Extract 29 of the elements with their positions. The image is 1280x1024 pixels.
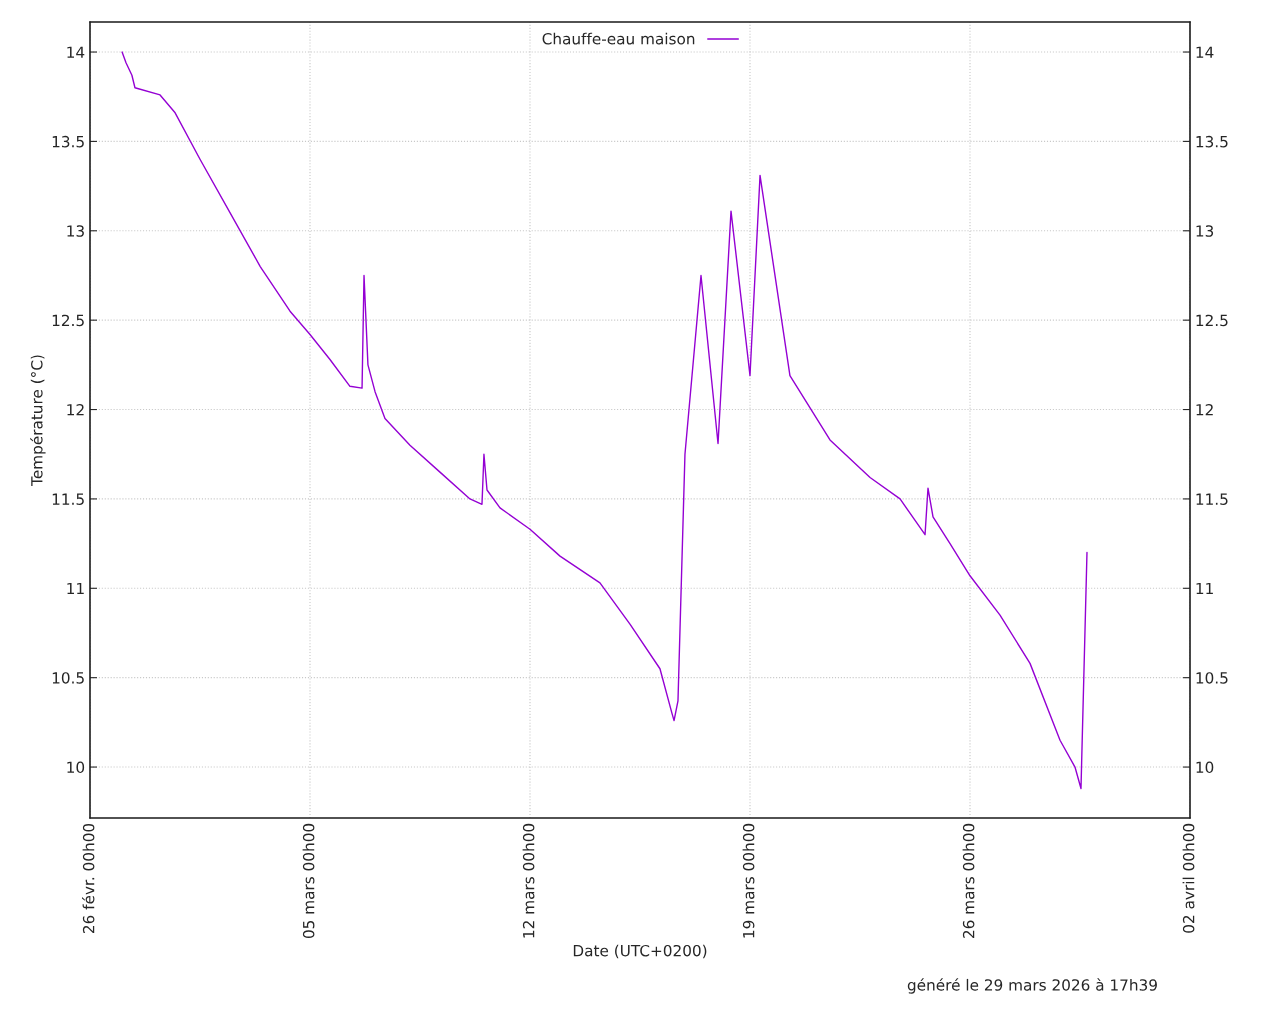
x-tick-label: 19 mars 00h00 [742,823,755,938]
y-tick-label: 10.5 [52,672,84,684]
y2-tick-label: 11 [1196,582,1213,595]
x-tick-label: 02 avril 00h00 [1182,823,1195,933]
y-tick-label: 10 [67,761,85,774]
legend-label: Chauffe-eau maison [542,32,695,45]
y2-tick-label: 10 [1196,761,1214,774]
y2-tick-label: 11.5 [1196,493,1228,505]
x-tick-label: 26 mars 00h00 [962,823,975,938]
y-tick-label: 12.5 [52,314,84,327]
y2-tick-label: 14 [1196,46,1214,58]
y-tick-label: 11.5 [52,493,84,505]
y2-tick-label: 13.5 [1196,135,1228,148]
x-tick-label: 05 mars 00h00 [302,823,315,939]
x-axis-title: Date (UTC+0200) [573,944,707,959]
x-tick-label: 26 févr. 00h00 [82,823,95,934]
y-tick-label: 13.5 [52,135,84,148]
text: généré le 29 mars 2026 à 17h39 [907,978,1157,994]
y-tick-label: 12 [67,404,84,416]
y-tick-label: 11 [67,582,84,595]
y-tick-label: 14 [67,46,85,58]
x-tick-label: 12 mars 00h00 [522,823,535,938]
y2-tick-label: 13 [1196,225,1214,237]
y-tick-label: 13 [67,225,84,237]
y2-tick-label: 12.5 [1196,314,1228,327]
y-axis-title: Température (°C) [30,355,46,486]
line-series [121,51,1088,790]
y2-tick-label: 10.5 [1196,672,1228,684]
y2-tick-label: 12 [1196,404,1213,416]
